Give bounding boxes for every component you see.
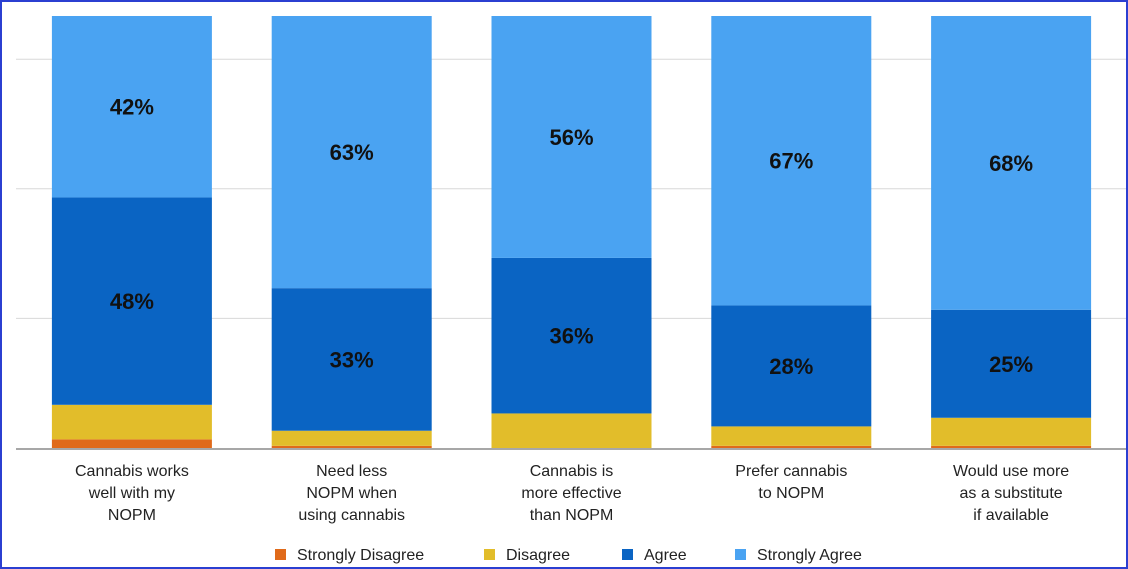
category-label-line: Would use more [953,463,1069,480]
legend-swatch-strongly-disagree [275,549,286,560]
data-label-strongly-agree-2: 56% [549,125,593,150]
legend-swatch-agree [622,549,633,560]
bar-segment-disagree-2 [491,413,652,448]
bars [51,16,1092,448]
data-label-agree-0: 48% [110,289,154,314]
category-label-line: Cannabis works [75,463,189,480]
category-label-line: Prefer cannabis [735,463,847,480]
category-label-2: Cannabis is more effective than NOPM [521,463,621,524]
bar-segment-strongly-agree-3 [711,16,872,306]
data-labels: 48% 42% 33% 63% 36% 56% 28% 67% 25% 68% [110,95,1033,379]
category-label-line: Cannabis is [530,463,614,480]
bar-segment-agree-0 [51,197,212,405]
bar-segment-agree-2 [491,257,652,414]
category-label-3: Prefer cannabis to NOPM [735,463,847,502]
data-label-agree-2: 36% [549,324,593,349]
bar-segment-strongly-agree-0 [51,16,212,198]
bar-segment-strongly-disagree-3 [711,445,872,448]
legend-swatch-strongly-agree [735,549,746,560]
data-label-strongly-agree-0: 42% [110,95,154,120]
legend-swatch-disagree [484,549,495,560]
bar-segment-strongly-disagree-4 [931,445,1092,448]
category-label-4: Would use more as a substitute if availabl… [953,463,1069,524]
bar-segment-strongly-agree-1 [271,16,432,289]
bar-segment-agree-3 [711,305,872,427]
category-label-line: if available [973,507,1049,524]
bar-segment-strongly-agree-2 [491,16,652,258]
category-label-line: than NOPM [530,507,614,524]
legend-label-agree: Agree [644,547,687,564]
legend-label-disagree: Disagree [506,547,570,564]
category-label-line: NOPM [108,507,156,524]
data-label-agree-1: 33% [330,347,374,372]
bar-segment-strongly-disagree-1 [271,445,432,448]
category-label-line: as a substitute [960,485,1063,502]
bar-segment-disagree-4 [931,417,1092,446]
bar-segment-disagree-1 [271,430,432,446]
data-label-strongly-agree-3: 67% [769,149,813,174]
category-label-line: more effective [521,485,621,502]
category-label-line: Need less [316,463,387,480]
data-label-strongly-agree-1: 63% [330,140,374,165]
category-label-line: to NOPM [758,485,824,502]
bar-segment-disagree-0 [51,404,212,440]
category-label-line: well with my [88,485,175,502]
legend-label-strongly-disagree: Strongly Disagree [297,547,424,564]
data-label-strongly-agree-4: 68% [989,151,1033,176]
bar-segment-agree-1 [271,288,432,431]
bar-segment-disagree-3 [711,426,872,446]
data-label-agree-3: 28% [769,354,813,379]
bar-segment-agree-4 [931,309,1092,418]
category-label-0: Cannabis works well with my NOPM [75,463,189,524]
category-label-line: NOPM when [306,485,397,502]
bar-segment-strongly-disagree-0 [51,439,212,448]
category-label-1: Need less NOPM when using cannabis [298,463,405,524]
legend: Strongly Disagree Disagree Agree Strongly A… [275,547,862,564]
data-label-agree-4: 25% [989,352,1033,377]
bar-segment-strongly-agree-4 [931,16,1092,310]
legend-label-strongly-agree: Strongly Agree [757,547,862,564]
category-label-line: using cannabis [298,507,405,524]
